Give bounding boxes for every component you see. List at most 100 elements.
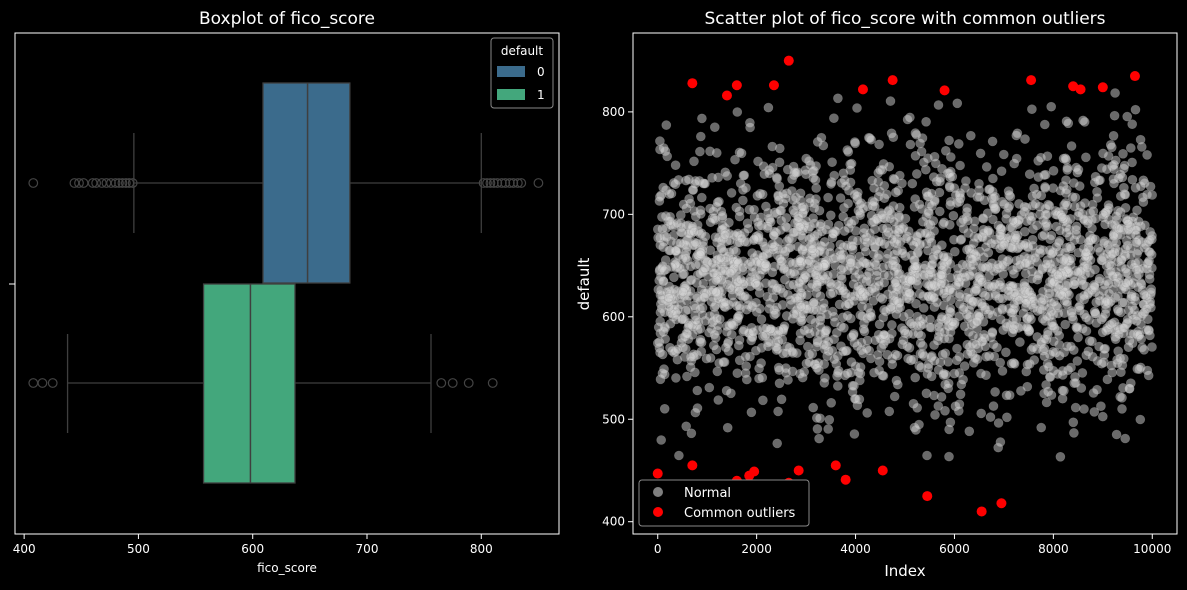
normal-point [1073, 332, 1083, 343]
normal-point [1027, 212, 1037, 222]
normal-point [659, 265, 670, 276]
normal-point [954, 368, 965, 378]
sc-x-tick-label-6000: 6000 [939, 542, 970, 556]
normal-point [987, 136, 998, 147]
normal-point [881, 306, 891, 317]
normal-point [985, 412, 996, 422]
scatter-panel: Scatter plot of fico_score with common o… [575, 9, 1178, 580]
normal-point [685, 275, 696, 286]
outlier-point-7 [749, 466, 760, 477]
normal-point [954, 197, 965, 207]
normal-point [988, 281, 999, 292]
normal-point [714, 358, 725, 368]
x-tick-label-800: 800 [470, 542, 493, 556]
scatter-frame [632, 32, 1178, 535]
outlier-0-26 [533, 178, 544, 188]
boxplot-panel: Boxplot of fico_score 400 500 600 700 800 fi… [9, 9, 560, 575]
normal-point [791, 168, 801, 178]
normal-point [668, 178, 679, 188]
normal-point [754, 363, 764, 374]
normal-point [1020, 134, 1030, 144]
normal-point [1087, 336, 1097, 347]
legend-swatch-0 [497, 66, 525, 77]
normal-point [682, 328, 693, 339]
normal-point [955, 389, 966, 400]
normal-point [884, 406, 895, 417]
normal-point [1125, 329, 1136, 339]
outlier-0-18 [488, 178, 499, 188]
normal-point [854, 260, 865, 271]
sc-x-tick-label-0: 0 [654, 542, 662, 556]
normal-point [802, 290, 812, 300]
normal-point [1026, 314, 1036, 325]
normal-point [1045, 372, 1055, 382]
normal-point [776, 394, 787, 405]
normal-point [944, 451, 954, 462]
normal-point [1055, 451, 1066, 462]
normal-point [889, 216, 899, 227]
normal-point [1079, 117, 1090, 127]
normal-point [1057, 290, 1068, 301]
normal-point [1054, 330, 1064, 341]
normal-point [981, 351, 991, 362]
normal-point [808, 213, 818, 223]
normal-point [663, 292, 674, 303]
normal-point [812, 424, 823, 434]
normal-point [1094, 341, 1104, 352]
normal-point [887, 320, 897, 330]
normal-point [974, 192, 985, 202]
sc-y-tick-label-800: 800 [602, 105, 625, 119]
normal-point [732, 107, 743, 117]
normal-point [720, 297, 731, 308]
normal-point [1127, 338, 1138, 349]
normal-point [824, 414, 835, 425]
legend-marker-normal [653, 487, 663, 497]
outlier-point-9 [768, 80, 779, 91]
normal-point [1111, 155, 1121, 166]
normal-point [772, 438, 783, 449]
normal-point [692, 385, 703, 396]
normal-point [689, 226, 699, 237]
normal-point [1073, 267, 1084, 278]
normal-point [1112, 304, 1123, 315]
normal-point [949, 234, 959, 245]
normal-point [862, 271, 872, 282]
normal-point [859, 326, 870, 337]
normal-point [826, 179, 836, 189]
normal-point [933, 331, 944, 342]
normal-point [956, 379, 967, 390]
normal-point [916, 146, 927, 157]
normal-point [915, 338, 926, 348]
normal-point [1040, 183, 1050, 193]
normal-point [682, 371, 692, 382]
normal-point [832, 381, 843, 391]
normal-point [671, 246, 681, 256]
normal-point [763, 102, 774, 113]
boxplot-legend: default 0 1 [490, 37, 554, 109]
normal-point [734, 147, 745, 158]
normal-point [1003, 285, 1014, 296]
normal-point [835, 193, 846, 203]
normal-point [683, 304, 693, 315]
normal-point [695, 323, 706, 334]
legend-marker-outliers [653, 507, 663, 517]
normal-point [756, 314, 767, 325]
normal-point [681, 295, 692, 306]
normal-point [1142, 150, 1152, 160]
scatter-y-axis: 400 500 600 700 800 [602, 105, 633, 529]
normal-point [1049, 297, 1059, 307]
normal-point [993, 418, 1004, 428]
box-0 [262, 82, 351, 284]
normal-point [989, 351, 1000, 362]
normal-point [988, 214, 998, 225]
normal-point [898, 311, 909, 322]
normal-point [980, 341, 991, 352]
normal-point [725, 283, 735, 293]
normal-point [863, 302, 874, 313]
normal-point [787, 346, 797, 357]
normal-point [1044, 200, 1055, 211]
normal-point [695, 334, 706, 345]
outlier-0-25 [516, 178, 527, 188]
normal-point [926, 188, 937, 199]
normal-point [1115, 391, 1125, 402]
